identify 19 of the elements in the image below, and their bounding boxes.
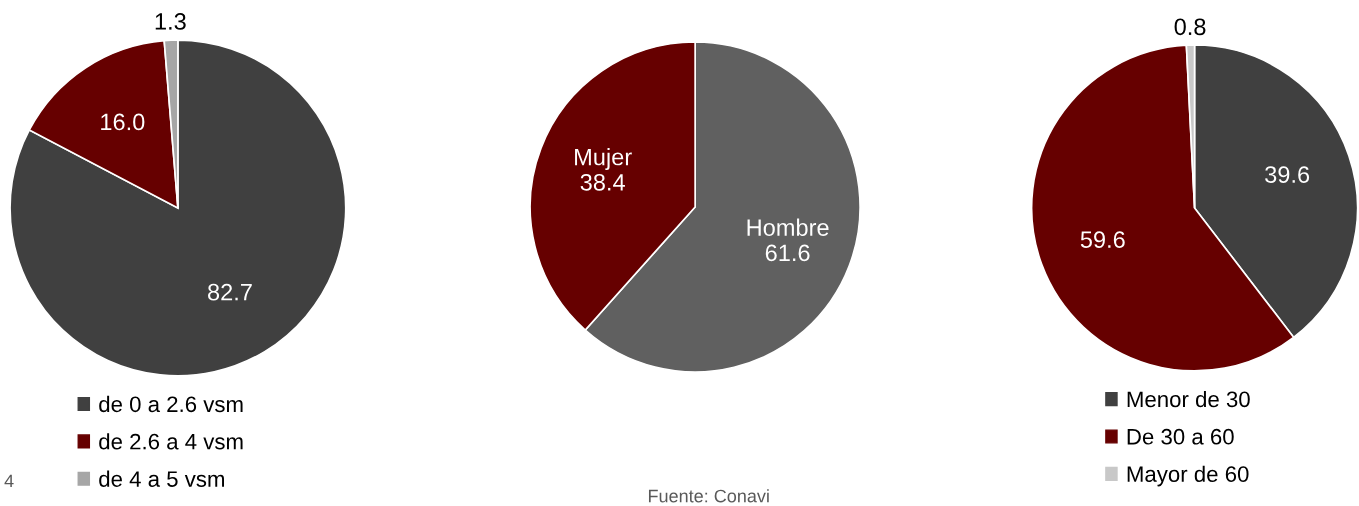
slice-label: Hombre [747,218,829,236]
legend-label: de 4 a 5 vsm [99,470,224,487]
legend-label: de 2.6 a 4 vsm [99,433,243,450]
legend-label: de 0 a 2.6 vsm [99,395,243,413]
data-label: 1.3 [155,13,186,30]
data-label: 38.4 [580,173,625,191]
data-label: 82.7 [208,283,252,301]
data-label: 0.8 [1174,18,1206,36]
text: 4 [4,474,14,488]
data-label: 16.0 [101,113,145,131]
legend-label: Mayor de 60 [1127,465,1249,487]
slice-label: Mujer [575,148,632,171]
data-label: 39.6 [1265,166,1310,183]
pie-slice [9,39,347,377]
source-note: Fuente: Conavi [648,489,769,503]
data-label: 61.6 [765,244,810,262]
data-label: 59.6 [1080,231,1125,248]
legend-label: De 30 a 60 [1127,428,1234,445]
legend-label: Menor de 30 [1127,390,1250,408]
